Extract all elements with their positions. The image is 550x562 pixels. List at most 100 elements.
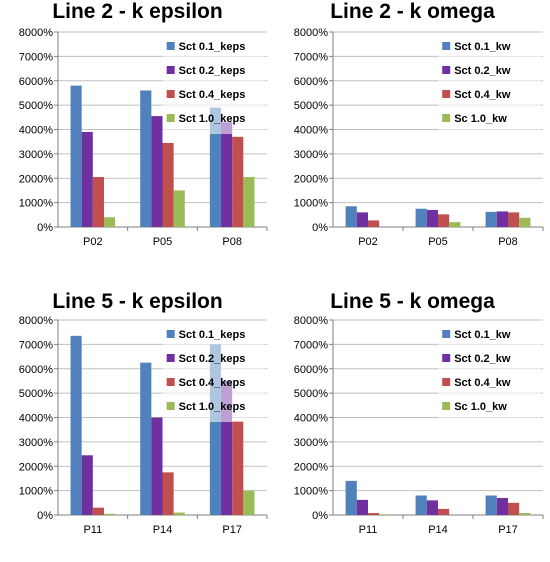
legend-swatch [442, 90, 451, 98]
bar-sct-1-0-keps-p02 [103, 217, 116, 227]
x-tick-label: P11 [359, 524, 378, 536]
y-tick-label: 6000% [19, 76, 53, 88]
y-tick-label: 1000% [19, 486, 53, 498]
chart-plot: 0% 1000% 2000% 3000% 4000% 5000% 6000% 7000% 800… [294, 315, 544, 536]
bar-sct-0-1-keps-p11 [70, 335, 82, 515]
x-tick-label: P02 [83, 236, 103, 248]
legend-label: Sct 0.4_keps [179, 89, 246, 101]
bar-sct-0-2-kw-p17 [496, 497, 508, 515]
legend-label: Sct 0.4_kw [454, 89, 511, 101]
bar-sct-0-2-keps-p08 [221, 122, 233, 227]
y-tick-label: 2000% [294, 173, 328, 185]
bar-sct-0-1-keps-p17 [209, 344, 222, 515]
legend-box [162, 322, 265, 422]
legend-swatch [442, 402, 451, 410]
legend-swatch [166, 402, 175, 410]
y-tick-label: 0% [37, 222, 53, 234]
bar-sct-0-2-kw-p11 [356, 499, 368, 515]
y-tick-label: 4000% [294, 413, 328, 425]
bar-sct-0-2-kw-p02 [356, 212, 368, 227]
chart-plot: 0% 1000% 2000% 3000% 4000% 5000% 6000% 7000% 800… [19, 27, 268, 248]
chart-line2-k-epsilon: Line 2 - k epsilon 0% 1000% 2000% 3000% 4000… [0, 0, 275, 272]
y-tick-label: 6000% [19, 364, 53, 376]
y-tick-label: 8000% [294, 27, 328, 39]
y-tick-label: 4000% [19, 125, 53, 137]
legend-label: Sct 0.2_keps [179, 353, 246, 365]
bar-sct-0-2-keps-p02 [81, 131, 93, 227]
bar-sct-0-1-keps-p08 [209, 107, 222, 227]
x-tick-label: P14 [428, 524, 448, 536]
x-tick-label: P08 [222, 236, 242, 248]
y-tick-label: 8000% [294, 315, 328, 327]
chart-title: Line 2 - k omega [330, 0, 495, 23]
x-tick-label: P05 [153, 236, 173, 248]
bar-sct-0-4-keps-p08 [232, 136, 244, 227]
legend-label: Sct 0.1_keps [179, 329, 246, 341]
bar-sct-0-1-kw-p02 [345, 206, 357, 227]
chart-plot: 0% 1000% 2000% 3000% 4000% 5000% 6000% 7000% 800… [294, 27, 544, 248]
y-tick-label: 3000% [19, 149, 53, 161]
legend-swatch [442, 114, 451, 122]
legend-box [438, 322, 541, 422]
bar-sct-0-4-kw-p08 [508, 212, 520, 227]
chart-line2-k-omega: Line 2 - k omega 0% 1000% 2000% 3000% 4000% 5… [275, 0, 550, 272]
y-tick-label: 3000% [19, 437, 53, 449]
y-tick-label: 6000% [294, 364, 328, 376]
legend-swatch [166, 330, 175, 338]
bar-sct-0-2-keps-p14 [151, 417, 163, 515]
bar-sct-0-1-kw-p14 [415, 495, 427, 515]
bar-sct-0-2-kw-p05 [426, 209, 438, 227]
legend-label: Sct 1.0_keps [179, 113, 246, 125]
legend-swatch [442, 378, 451, 386]
legend-swatch [442, 66, 451, 74]
bar-sc-1-0-kw-p08 [519, 217, 531, 227]
y-tick-label: 8000% [19, 27, 53, 39]
chart-plot: 0% 1000% 2000% 3000% 4000% 5000% 6000% 7000% 800… [19, 315, 268, 536]
y-tick-label: 8000% [19, 315, 53, 327]
bar-sct-1-0-keps-p08 [243, 177, 255, 227]
legend-label: Sct 0.1_keps [179, 41, 246, 53]
y-tick-label: 5000% [294, 100, 328, 112]
bar-sct-0-2-keps-p05 [151, 116, 163, 227]
y-tick-label: 2000% [19, 461, 53, 473]
legend-swatch [166, 90, 175, 98]
x-tick-label: P14 [153, 524, 173, 536]
x-tick-label: P05 [428, 236, 448, 248]
y-tick-label: 2000% [294, 461, 328, 473]
bar-sct-0-4-kw-p17 [508, 502, 520, 515]
bar-sct-0-1-kw-p17 [485, 495, 497, 515]
y-tick-label: 1000% [294, 486, 328, 498]
legend-label: Sct 0.4_kw [454, 377, 511, 389]
bar-sc-1-0-kw-p17 [519, 513, 531, 515]
bar-sct-0-4-keps-p17 [232, 421, 244, 515]
bar-sct-0-2-keps-p17 [221, 380, 233, 515]
x-tick-label: P02 [358, 236, 378, 248]
legend-label: Sct 1.0_keps [179, 401, 246, 413]
bar-sct-0-4-keps-p05 [162, 142, 174, 227]
legend-label: Sct 0.4_keps [179, 377, 246, 389]
y-tick-label: 4000% [294, 125, 328, 137]
legend-label: Sc 1.0_kw [454, 113, 507, 125]
legend-swatch [442, 354, 451, 362]
legend-box [162, 34, 265, 134]
bar-sct-1-0-keps-p05 [173, 190, 185, 227]
legend-swatch [166, 378, 175, 386]
y-tick-label: 7000% [19, 339, 53, 351]
chart-line5-k-epsilon: Line 5 - k epsilon 0% 1000% 2000% 3000% 4000… [0, 290, 275, 562]
bar-sc-1-0-kw-p05 [449, 222, 461, 227]
y-tick-label: 5000% [19, 100, 53, 112]
legend-swatch [166, 114, 175, 122]
legend-swatch [166, 66, 175, 74]
y-tick-label: 5000% [19, 388, 53, 400]
legend-label: Sct 0.1_kw [454, 329, 511, 341]
bar-sct-0-2-kw-p08 [496, 211, 508, 227]
bar-sct-0-1-kw-p11 [345, 480, 357, 515]
bar-sct-0-2-kw-p14 [426, 500, 438, 515]
legend-swatch [166, 42, 175, 50]
y-tick-label: 0% [37, 510, 53, 522]
legend-swatch [166, 354, 175, 362]
y-tick-label: 5000% [294, 388, 328, 400]
y-tick-label: 7000% [294, 339, 328, 351]
bar-sct-0-4-keps-p02 [92, 177, 104, 227]
legend-label: Sct 0.2_keps [179, 65, 246, 77]
